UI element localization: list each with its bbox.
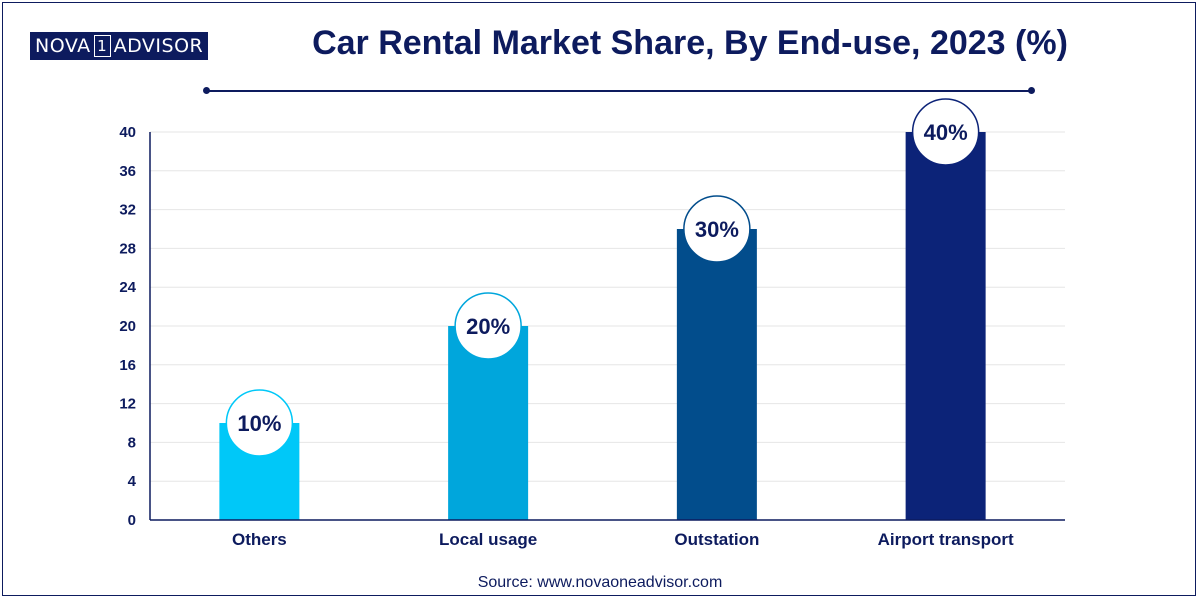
y-tick-label: 12	[119, 396, 136, 413]
data-label: 40%	[924, 120, 968, 145]
data-label-circle	[911, 98, 980, 166]
underline-right-dot	[1028, 87, 1035, 94]
bar	[676, 229, 757, 520]
data-label-circle	[454, 292, 522, 360]
data-label: 20%	[466, 314, 510, 339]
y-tick-label: 28	[119, 240, 136, 257]
label-layer: 10% 20% 30% 40%	[225, 98, 980, 457]
y-tick-label: 4	[128, 473, 137, 490]
y-tick-label: 16	[119, 357, 136, 374]
y-tick-label: 40	[119, 124, 136, 141]
chart-title: Car Rental Market Share, By End-use, 202…	[312, 24, 1068, 62]
y-tick-label: 36	[119, 163, 136, 180]
x-tick-label: Others	[232, 530, 287, 549]
brand-logo-part1: NOVA	[35, 35, 91, 57]
y-tick-label: 32	[119, 202, 136, 219]
brand-logo: NOVA 1 ADVISOR	[30, 32, 209, 60]
x-tick-label: Airport transport	[878, 530, 1014, 549]
title-underline	[206, 90, 1032, 92]
bar	[905, 132, 986, 520]
data-label-circle	[225, 389, 294, 457]
source-note: Source: www.novaoneadvisor.com	[477, 574, 723, 591]
brand-logo-part3: ADVISOR	[113, 35, 204, 57]
y-tick-label: 8	[128, 434, 136, 451]
y-tick-label: 0	[128, 512, 136, 529]
y-tick-label: 24	[119, 279, 136, 296]
x-tick-label: Local usage	[439, 530, 537, 549]
underline-left-dot	[203, 87, 210, 94]
brand-logo-part2: 1	[93, 35, 111, 57]
x-tick-label: Outstation	[674, 530, 759, 549]
data-label: 10%	[237, 411, 281, 436]
data-label-circle	[683, 195, 751, 263]
axis-layer: 0 4 8 12 16 20 24 28 32 36 40 Others Local usage Outs…	[119, 124, 1065, 549]
data-label: 30%	[695, 217, 739, 242]
y-tick-label: 20	[119, 318, 136, 335]
